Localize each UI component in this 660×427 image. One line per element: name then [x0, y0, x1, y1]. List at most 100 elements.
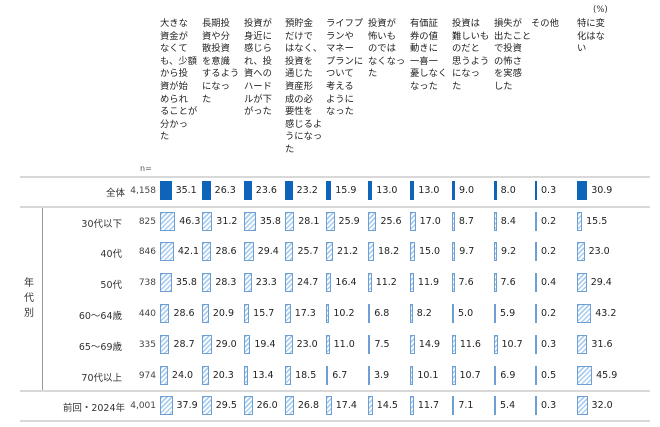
- bar: [160, 273, 172, 292]
- data-label: 17.4: [335, 400, 357, 411]
- bar: [535, 273, 537, 292]
- data-label: 35.1: [175, 185, 197, 196]
- bar: [326, 366, 329, 385]
- bar: [202, 242, 212, 261]
- bar: [368, 273, 372, 292]
- column-header: 特に変 化はな い: [577, 18, 605, 55]
- column-header: その他: [531, 18, 559, 29]
- bar: [326, 396, 332, 415]
- row-label: 40代: [100, 249, 122, 260]
- data-label: 26.0: [256, 400, 278, 411]
- bar: [160, 304, 170, 323]
- bar: [577, 396, 588, 415]
- bar: [244, 212, 256, 231]
- unit-label: (%): [593, 5, 608, 15]
- data-label: 31.2: [216, 216, 238, 227]
- data-label: 23.6: [255, 185, 277, 196]
- data-label: 18.5: [295, 370, 317, 381]
- bar: [326, 304, 330, 323]
- row-label: 全体: [105, 188, 125, 199]
- bar: [452, 396, 455, 415]
- bar: [368, 212, 377, 231]
- data-label: 17.0: [419, 216, 441, 227]
- bar: [244, 242, 254, 261]
- bar: [577, 273, 587, 292]
- data-label: 25.7: [297, 246, 319, 257]
- bar: [368, 396, 373, 415]
- data-label: 0.4: [541, 277, 557, 288]
- data-label: 32.0: [591, 400, 613, 411]
- data-label: 14.9: [418, 339, 441, 350]
- data-label: 20.3: [212, 370, 234, 381]
- bar: [326, 335, 330, 354]
- bar: [452, 273, 455, 292]
- bar: [410, 212, 416, 231]
- column-header: 大きな 資金が なくて も、少額 から投 資が始 められ ることが 分かっ た: [160, 18, 198, 143]
- bar: [326, 242, 333, 261]
- bar: [410, 335, 415, 354]
- sample-size: 846: [138, 247, 156, 257]
- bar: [202, 273, 212, 292]
- data-label: 45.9: [596, 370, 618, 381]
- bar: [494, 396, 496, 415]
- row-label: 65〜69歳: [78, 342, 122, 353]
- bar: [285, 396, 294, 415]
- data-label: 17.3: [294, 308, 316, 319]
- column-header: 損失が 出たこと で投資 の怖さ を実感 した: [494, 18, 532, 92]
- data-label: 5.0: [458, 308, 474, 319]
- sample-size: 440: [138, 309, 156, 319]
- column-header: 預貯金 だけで はなく、 投資を 通じた 資産形 成の必 要性を 感じるよ うに…: [285, 18, 323, 155]
- data-label: 7.5: [374, 339, 390, 350]
- bar: [494, 242, 498, 261]
- row-label: 50代: [100, 280, 122, 291]
- bar: [535, 366, 537, 385]
- data-label: 9.2: [501, 246, 517, 257]
- bar: [577, 335, 588, 354]
- data-label: 23.3: [255, 277, 277, 288]
- data-label: 0.2: [541, 308, 557, 319]
- bar: [368, 366, 370, 385]
- data-label: 11.0: [333, 339, 355, 350]
- data-label: 18.2: [378, 246, 400, 257]
- bar: [285, 242, 294, 261]
- bar: [202, 304, 209, 323]
- bar: [410, 396, 414, 415]
- data-label: 28.6: [215, 246, 237, 257]
- bar: [202, 212, 213, 231]
- data-label: 28.1: [298, 216, 320, 227]
- bar: [494, 335, 498, 354]
- row-label: 60〜64歳: [78, 311, 122, 322]
- data-label: 0.2: [541, 246, 557, 257]
- data-label: 3.9: [374, 370, 390, 381]
- bar: [410, 242, 415, 261]
- data-label: 5.9: [500, 308, 516, 319]
- data-label: 23.0: [588, 246, 610, 257]
- data-label: 5.4: [500, 400, 516, 411]
- data-label: 6.9: [500, 370, 516, 381]
- bar: [494, 304, 496, 323]
- bar: [577, 242, 585, 261]
- bar: [368, 181, 373, 200]
- bar: [285, 181, 293, 200]
- bar: [410, 181, 415, 200]
- bar: [160, 181, 172, 200]
- data-label: 25.9: [338, 216, 360, 227]
- data-label: 9.7: [459, 246, 475, 257]
- data-label: 8.4: [500, 216, 516, 227]
- bar: [494, 366, 497, 385]
- n-label: n=: [140, 164, 152, 173]
- bar: [202, 366, 209, 385]
- sample-size: 738: [138, 278, 156, 288]
- data-label: 46.3: [179, 216, 201, 227]
- sample-size: 4,158: [130, 186, 156, 196]
- bar: [160, 335, 170, 354]
- bar: [535, 304, 537, 323]
- bar: [285, 212, 295, 231]
- bar: [494, 212, 497, 231]
- bar: [452, 242, 456, 261]
- data-label: 11.7: [417, 400, 440, 411]
- data-label: 23.2: [296, 185, 318, 196]
- data-label: 15.5: [586, 216, 608, 227]
- data-label: 8.2: [416, 308, 432, 319]
